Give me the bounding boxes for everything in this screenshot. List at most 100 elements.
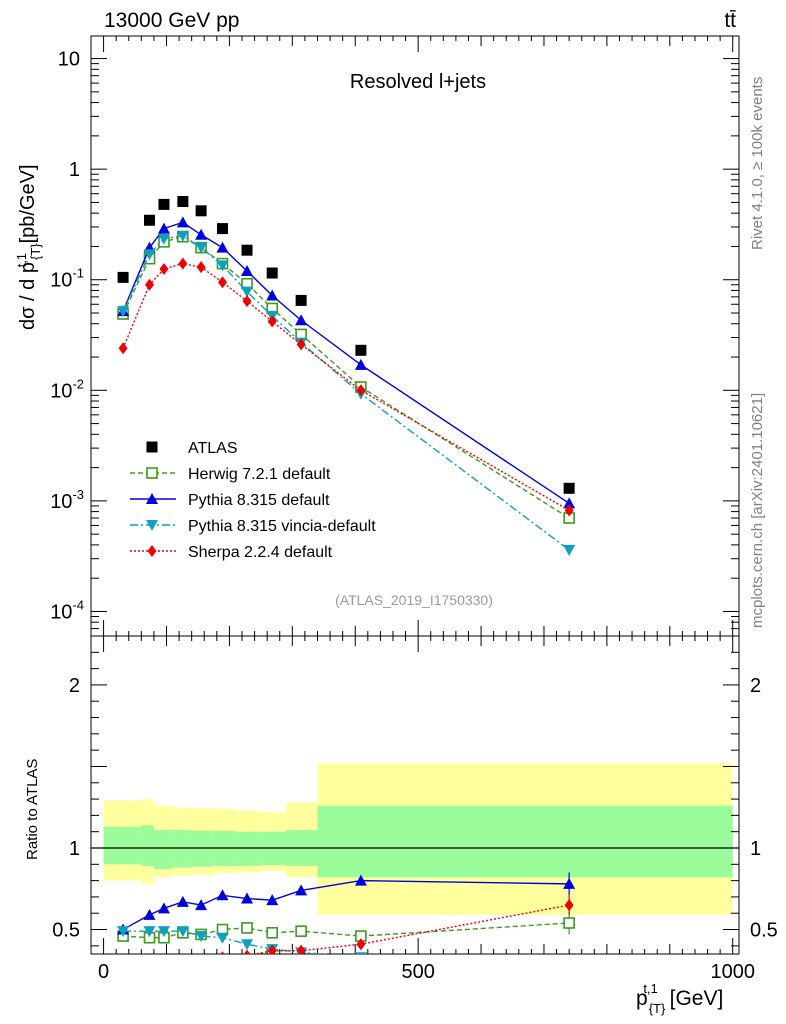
sherpa-point-top <box>296 338 306 351</box>
y-tick-label-bottom: 1 <box>69 838 80 860</box>
legend-label-vincia: Pythia 8.315 vincia-default <box>188 518 376 535</box>
pythia-point-ratio <box>195 899 208 911</box>
pythia-point-top <box>295 314 308 326</box>
sherpa-point-ratio <box>564 899 574 912</box>
pythia-point-top <box>176 216 189 228</box>
y-tick-label-top: 10-4 <box>50 597 84 623</box>
top-panel-series <box>117 195 576 556</box>
sherpa-point-top <box>356 384 366 397</box>
svg-text:dσ / d p{T}t,1 [pb/GeV]: dσ / d p{T}t,1 [pb/GeV] <box>14 164 43 330</box>
herwig-point-ratio <box>266 926 278 939</box>
pythia-point-ratio <box>176 895 189 907</box>
atlas-uncertainty-bands <box>91 763 739 915</box>
herwig-point-ratio <box>241 922 253 934</box>
vincia-point-ratio <box>354 952 367 954</box>
legend-marker-pythia <box>146 493 158 504</box>
pythia-point-ratio <box>295 884 308 896</box>
legend-label-pythia: Pythia 8.315 default <box>188 492 330 509</box>
atlas-point <box>216 223 228 235</box>
stat-band-bin <box>235 831 261 866</box>
side-text-top: Rivet 4.1.0, ≥ 100k events <box>749 77 766 250</box>
herwig-point-ratio <box>563 917 575 929</box>
vincia-point-ratio <box>563 962 575 973</box>
sherpa-point-top <box>196 261 206 274</box>
x-tick-label: 1000 <box>710 961 755 983</box>
pythia-point-top <box>241 264 254 276</box>
sherpa-point-ratio <box>145 963 154 975</box>
y-tick-label-bottom-right: 1 <box>750 838 761 860</box>
atlas-point <box>195 205 207 217</box>
plot-title: Resolved l+jets <box>350 71 486 93</box>
pythia-point-ratio <box>157 902 170 914</box>
side-text-bottom: mcplots.cern.ch [arXiv:2401.10621] <box>749 393 766 628</box>
y-tick-label-bottom-right: 0.5 <box>750 920 778 942</box>
atlas-point <box>241 244 253 256</box>
vincia-point-top <box>117 306 130 318</box>
vincia-point-ratio <box>143 926 156 938</box>
pythia-point-ratio <box>143 908 156 920</box>
vincia-point-top <box>195 242 208 254</box>
vincia-line-top <box>122 234 570 551</box>
stat-band-bin <box>405 805 733 878</box>
y-tick-label-top: 10-1 <box>50 266 84 292</box>
sherpa-point-ratio <box>220 951 225 954</box>
legend-label-herwig: Herwig 7.2.1 default <box>188 466 331 483</box>
sherpa-point-top <box>242 295 252 308</box>
sherpa-point-ratio <box>267 944 277 954</box>
pythia-point-ratio <box>241 892 254 904</box>
analysis-tag: (ATLAS_2019_I1750330) <box>335 592 493 608</box>
y-tick-label-top: 1 <box>69 159 80 181</box>
vincia-point-ratio <box>117 926 130 938</box>
pythia-point-top <box>216 241 229 253</box>
vincia-line-ratio <box>123 930 330 954</box>
sherpa-point-top <box>178 257 188 270</box>
atlas-point <box>177 195 189 207</box>
vincia-point-ratio <box>157 926 170 938</box>
y-tick-label-bottom: 0.5 <box>52 920 80 942</box>
vincia-point-top <box>241 286 254 298</box>
vincia-point-top <box>563 544 576 556</box>
stat-band-bin <box>153 830 173 870</box>
sherpa-point-top <box>118 342 128 355</box>
y-axis-label-bottom: Ratio to ATLAS <box>24 759 41 860</box>
y-tick-label-top: 10-3 <box>50 487 84 513</box>
stat-band-bin <box>103 826 142 865</box>
sherpa-point-top <box>159 263 169 276</box>
vincia-point-ratio <box>241 939 254 951</box>
legend-marker-atlas <box>146 441 158 453</box>
atlas-point <box>117 271 129 283</box>
stat-band-bin <box>317 805 406 878</box>
y-axis-label-top: dσ / d p{T}t,1 [pb/GeV] <box>14 164 43 330</box>
herwig-point-ratio <box>295 925 307 937</box>
sherpa-line-ratio <box>251 904 570 954</box>
stat-band-bin <box>191 830 214 867</box>
legend-marker-herwig <box>146 467 158 479</box>
svg-text:p{T}t,1 [GeV]: p{T}t,1 [GeV] <box>636 981 723 1016</box>
vincia-point-top <box>216 260 229 272</box>
sherpa-point-ratio <box>159 963 168 975</box>
vincia-point-ratio <box>176 926 189 938</box>
legend-marker-vincia <box>146 520 158 531</box>
sherpa-point-ratio <box>243 949 251 954</box>
legend: ATLAS Herwig 7.2.1 default Pythia 8.315 de… <box>130 440 376 561</box>
sherpa-point-ratio <box>197 955 206 967</box>
pythia-point-top <box>195 228 208 240</box>
sherpa-point-top <box>217 276 227 289</box>
vincia-point-ratio <box>216 932 229 944</box>
pythia-point-top <box>266 289 279 301</box>
pythia-point-ratio <box>266 894 279 906</box>
y-tick-label-top: 10 <box>58 49 80 71</box>
x-tick-label: 500 <box>401 961 434 983</box>
stat-band-bin <box>172 830 192 868</box>
sherpa-point-ratio <box>356 938 366 951</box>
pythia-point-top <box>563 497 576 509</box>
atlas-point <box>144 214 156 226</box>
stat-band-bin <box>141 825 154 866</box>
sherpa-point-ratio <box>296 944 306 954</box>
x-axis-label: p{T}t,1 [GeV] <box>636 981 723 1016</box>
legend-label-atlas: ATLAS <box>188 440 238 457</box>
y-tick-label-bottom: 2 <box>69 675 80 697</box>
pythia-point-top <box>157 222 170 234</box>
y-tick-label-bottom-right: 2 <box>750 675 761 697</box>
